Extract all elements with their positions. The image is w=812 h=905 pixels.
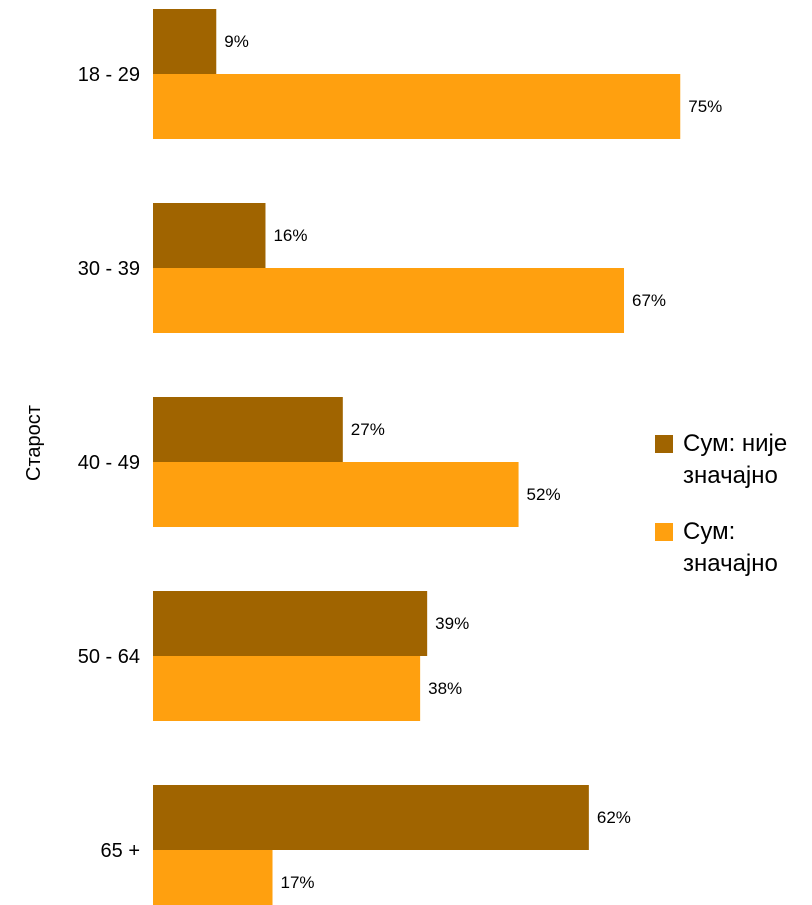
bar-s1-30-39 <box>153 268 625 333</box>
y-axis-title: Старост <box>23 405 45 481</box>
legend-label-not-significant: Сум: није значајно <box>683 430 788 489</box>
bar-s1-50-64 <box>153 656 421 721</box>
bar-s1-18-29 <box>153 74 681 139</box>
value-label-s0-50-64: 39% <box>435 614 469 633</box>
value-label-s1-18-29: 75% <box>688 97 722 116</box>
legend-item-significant: Сум: значајно <box>653 516 812 580</box>
value-label-s0-18-29: 9% <box>224 32 249 51</box>
legend-swatch-not-significant <box>655 435 673 453</box>
category-label-65: 65 + <box>101 840 140 862</box>
legend-label-significant: Сум: значајно <box>683 518 778 577</box>
bar-s0-18-29 <box>153 9 217 74</box>
category-label-18-29: 18 - 29 <box>78 64 140 86</box>
legend: Сум: није значајно Сум: значајно <box>653 428 812 604</box>
bars-group: 18 - 29 9% 75% 30 - 39 16% 67% 40 - 49 27% 52% 50… <box>78 9 722 905</box>
value-label-s1-30-39: 67% <box>632 291 666 310</box>
bar-s1-65 <box>153 850 273 905</box>
legend-item-not-significant: Сум: није значајно <box>653 428 812 492</box>
category-label-30-39: 30 - 39 <box>78 258 140 280</box>
value-label-s1-50-64: 38% <box>428 679 462 698</box>
bar-s0-50-64 <box>153 591 428 656</box>
bar-s0-40-49 <box>153 397 343 462</box>
category-label-50-64: 50 - 64 <box>78 646 140 668</box>
value-label-s0-30-39: 16% <box>273 226 307 245</box>
value-label-s0-40-49: 27% <box>351 420 385 439</box>
value-label-s1-40-49: 52% <box>527 485 561 504</box>
legend-swatch-significant <box>655 523 673 541</box>
category-label-40-49: 40 - 49 <box>78 452 140 474</box>
bar-s0-65 <box>153 785 589 850</box>
value-label-s0-65: 62% <box>597 808 631 827</box>
bar-s1-40-49 <box>153 462 519 527</box>
value-label-s1-65: 17% <box>281 873 315 892</box>
bar-s0-30-39 <box>153 203 266 268</box>
